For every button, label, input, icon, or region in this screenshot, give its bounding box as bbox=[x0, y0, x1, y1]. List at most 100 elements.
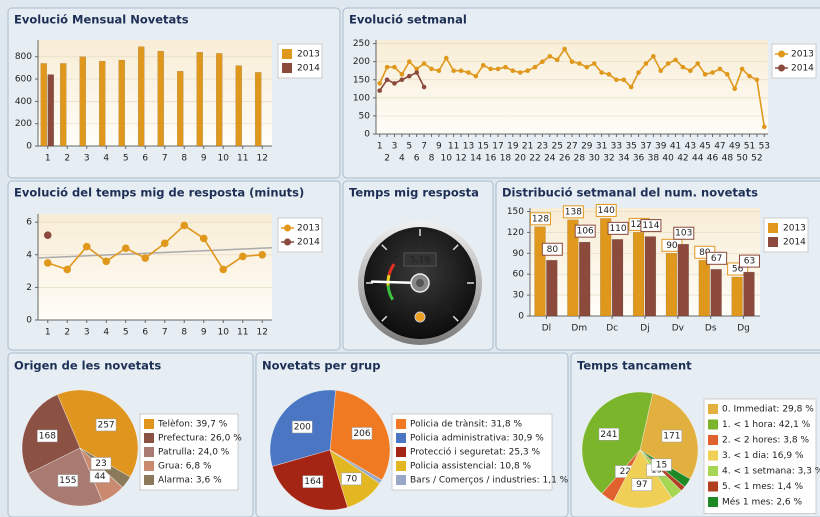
legend-label: 3. < 1 dia: 16,9 % bbox=[722, 451, 804, 461]
marker bbox=[102, 257, 110, 265]
gauge-tick-label: 5 bbox=[378, 279, 384, 289]
marker bbox=[122, 244, 130, 252]
marker bbox=[414, 70, 419, 75]
bar bbox=[699, 260, 710, 316]
marker bbox=[141, 254, 149, 262]
bar bbox=[48, 75, 54, 146]
data-label: 23 bbox=[95, 459, 106, 469]
marker bbox=[629, 85, 634, 90]
y-tick-label: 0 bbox=[364, 130, 370, 140]
legend-marker bbox=[284, 225, 291, 232]
x-tick-label: 14 bbox=[470, 154, 482, 164]
marker bbox=[488, 67, 493, 72]
marker bbox=[466, 70, 471, 75]
marker bbox=[614, 77, 619, 82]
data-label: 63 bbox=[744, 257, 755, 267]
panel-title: Temps mig resposta bbox=[349, 186, 479, 200]
marker bbox=[511, 68, 516, 73]
y-tick-label: 200 bbox=[353, 57, 370, 67]
marker bbox=[621, 77, 626, 82]
legend-label: 2013 bbox=[791, 50, 814, 60]
marker bbox=[725, 72, 730, 77]
marker bbox=[599, 70, 604, 75]
marker bbox=[496, 67, 501, 72]
marker bbox=[607, 72, 612, 77]
x-tick-label: 38 bbox=[648, 154, 660, 164]
x-tick-label: 1 bbox=[45, 328, 51, 338]
legend-swatch bbox=[144, 433, 154, 443]
marker bbox=[44, 259, 52, 267]
data-label: 138 bbox=[565, 207, 582, 217]
bar bbox=[711, 269, 722, 316]
y-tick-label: 60 bbox=[513, 270, 525, 280]
y-tick-label: 150 bbox=[353, 75, 370, 85]
panel-title: Novetats per grup bbox=[262, 359, 380, 373]
marker bbox=[481, 63, 486, 68]
y-tick-label: 2 bbox=[26, 283, 32, 293]
marker bbox=[451, 68, 456, 73]
x-tick-label: 10 bbox=[218, 154, 230, 164]
marker bbox=[444, 56, 449, 61]
x-tick-label: 3 bbox=[84, 328, 90, 338]
legend-label: 2014 bbox=[791, 64, 814, 74]
legend-label: 4. < 1 setmana: 3,3 % bbox=[722, 467, 820, 477]
marker bbox=[555, 58, 560, 63]
x-tick-label: 9 bbox=[201, 328, 207, 338]
x-tick-label: 45 bbox=[699, 142, 710, 152]
x-tick-label: 10 bbox=[441, 154, 453, 164]
legend-label: Alarma: 3,6 % bbox=[158, 476, 222, 486]
legend-label: 0. Immediat: 29,8 % bbox=[722, 405, 814, 415]
legend-label: Patrulla: 24,0 % bbox=[158, 448, 230, 458]
data-label: 44 bbox=[94, 472, 106, 482]
marker bbox=[200, 235, 208, 243]
data-label: 90 bbox=[666, 241, 678, 251]
marker bbox=[710, 70, 715, 75]
marker bbox=[658, 68, 663, 73]
panel-title: Evolució del temps mig de resposta (minu… bbox=[14, 186, 304, 200]
legend-swatch bbox=[708, 420, 718, 430]
data-label: 241 bbox=[600, 430, 617, 440]
legend-swatch bbox=[708, 435, 718, 445]
x-tick-label: 52 bbox=[751, 154, 762, 164]
bar bbox=[645, 237, 656, 316]
x-tick-label: 4 bbox=[103, 154, 109, 164]
marker bbox=[437, 68, 442, 73]
x-tick-label: 46 bbox=[707, 154, 719, 164]
y-tick-label: 250 bbox=[353, 39, 370, 49]
legend-swatch bbox=[396, 447, 406, 457]
x-tick-label: 10 bbox=[218, 328, 230, 338]
y-tick-label: 100 bbox=[353, 93, 370, 103]
x-tick-label: 12 bbox=[257, 154, 268, 164]
data-label: 110 bbox=[609, 224, 626, 234]
marker bbox=[548, 54, 553, 59]
legend-marker bbox=[778, 65, 785, 72]
legend-swatch bbox=[144, 461, 154, 471]
x-tick-label: 31 bbox=[596, 142, 607, 152]
gauge-tick-label: 0 bbox=[390, 306, 396, 316]
marker bbox=[407, 74, 412, 79]
marker bbox=[562, 47, 567, 52]
marker bbox=[400, 77, 405, 82]
data-label: 171 bbox=[663, 432, 680, 442]
data-label: 106 bbox=[577, 227, 594, 237]
marker bbox=[377, 88, 382, 93]
legend-swatch bbox=[144, 419, 154, 429]
x-tick-label: 1 bbox=[45, 154, 51, 164]
x-tick-label: 30 bbox=[588, 154, 600, 164]
legend-marker bbox=[778, 51, 785, 58]
legend-label: Prefectura: 26,0 % bbox=[158, 434, 242, 444]
x-tick-label: 7 bbox=[162, 154, 168, 164]
x-tick-label: 6 bbox=[414, 154, 420, 164]
marker bbox=[755, 77, 760, 82]
x-tick-label: 2 bbox=[64, 328, 70, 338]
marker bbox=[718, 67, 723, 72]
x-tick-label: 42 bbox=[677, 154, 688, 164]
bar bbox=[41, 63, 47, 146]
x-tick-label: Dv bbox=[672, 324, 685, 334]
bar bbox=[216, 53, 222, 146]
legend-swatch bbox=[396, 419, 406, 429]
x-tick-label: 24 bbox=[544, 154, 556, 164]
bar bbox=[535, 227, 546, 316]
legend-label: 2013 bbox=[783, 224, 806, 234]
marker bbox=[180, 222, 188, 230]
